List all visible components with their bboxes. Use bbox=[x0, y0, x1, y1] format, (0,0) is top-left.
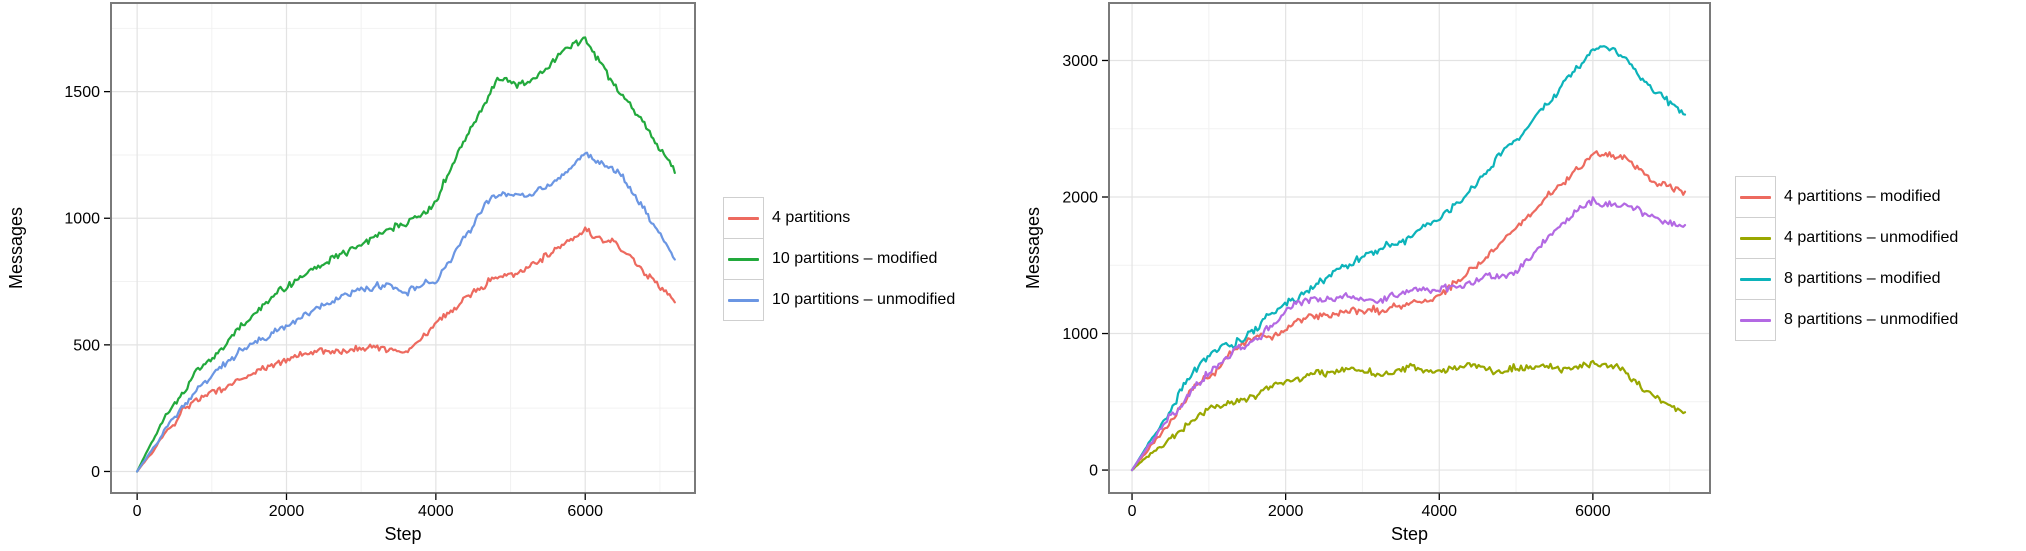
x-tick-label: 0 bbox=[1128, 503, 1137, 520]
tick-labels: 0 2000 4000 6000 0 1000 2000 3000 bbox=[1062, 53, 1610, 520]
y-axis-title: Messages bbox=[6, 207, 26, 289]
legend-entry: 8 partitions – unmodified bbox=[1735, 299, 1958, 341]
legend-key bbox=[723, 238, 764, 280]
legend-label: 10 partitions – modified bbox=[772, 250, 938, 267]
tick-marks bbox=[104, 90, 586, 500]
plot-panel bbox=[1109, 3, 1710, 493]
y-axis-title: Messages bbox=[1023, 207, 1043, 289]
legend-entry: 4 partitions bbox=[723, 197, 955, 239]
legend-key-line bbox=[728, 216, 759, 220]
x-tick-label: 2000 bbox=[1268, 503, 1304, 520]
series-lines bbox=[1130, 45, 1687, 472]
series-line-4-partitions bbox=[136, 226, 676, 473]
legend-label: 10 partitions – unmodified bbox=[772, 291, 956, 308]
legend-key bbox=[1735, 176, 1776, 218]
legend-entry: 10 partitions – unmodified bbox=[723, 279, 955, 321]
legend-key-line bbox=[728, 298, 759, 302]
x-tick-label: 4000 bbox=[418, 503, 454, 520]
legend-entry: 10 partitions – modified bbox=[723, 238, 955, 280]
panel-border bbox=[1108, 2, 1711, 494]
y-tick-label: 1000 bbox=[64, 211, 100, 228]
y-tick-label: 0 bbox=[1089, 463, 1098, 480]
series-lines bbox=[136, 36, 676, 473]
y-tick-label: 2000 bbox=[1062, 190, 1098, 207]
major-gridlines bbox=[1109, 3, 1710, 493]
legend-key-line bbox=[1740, 236, 1771, 240]
x-tick-label: 4000 bbox=[1421, 503, 1457, 520]
series-line-8-partitions-unmodified bbox=[1130, 196, 1687, 472]
legend-key-line bbox=[728, 257, 759, 261]
x-tick-label: 2000 bbox=[269, 503, 305, 520]
x-axis-title: Step bbox=[1391, 524, 1428, 544]
legend-label: 4 partitions bbox=[772, 209, 851, 226]
legend-label: 4 partitions – unmodified bbox=[1784, 229, 1959, 246]
y-tick-label: 0 bbox=[91, 464, 100, 481]
legend-key-line bbox=[1740, 318, 1771, 322]
legend-key bbox=[1735, 217, 1776, 259]
x-tick-label: 6000 bbox=[567, 503, 603, 520]
legend-key bbox=[1735, 258, 1776, 300]
legend-entry: 4 partitions – modified bbox=[1735, 176, 1958, 218]
panel-border bbox=[110, 2, 696, 494]
series-line-8-partitions-modified bbox=[1130, 45, 1687, 472]
legend-key-line bbox=[1740, 277, 1771, 281]
y-tick-label: 500 bbox=[73, 337, 100, 354]
legend-key bbox=[1735, 299, 1776, 341]
minor-gridlines bbox=[1109, 3, 1710, 493]
y-tick-label: 1000 bbox=[1062, 326, 1098, 343]
legend-label: 8 partitions – modified bbox=[1784, 270, 1941, 287]
plot-svg: 0 2000 4000 6000 0 500 1000 1500 Step Messages bbox=[6, 2, 696, 544]
plot-svg: 0 2000 4000 6000 0 1000 2000 3000 Step Messages bbox=[1023, 2, 1711, 544]
legend-key-line bbox=[1740, 195, 1771, 199]
major-gridlines bbox=[111, 3, 695, 493]
legend-entry: 8 partitions – modified bbox=[1735, 258, 1958, 300]
y-tick-label: 3000 bbox=[1062, 53, 1098, 70]
y-tick-label: 1500 bbox=[64, 84, 100, 101]
x-tick-label: 6000 bbox=[1575, 503, 1611, 520]
series-line-4-partitions-unmodified bbox=[1130, 359, 1687, 472]
tick-marks bbox=[1102, 59, 1594, 500]
series-line-10-partitions-modified bbox=[136, 36, 676, 473]
x-axis-title: Step bbox=[384, 524, 421, 544]
x-tick-label: 0 bbox=[133, 503, 142, 520]
minor-gridlines bbox=[111, 3, 695, 493]
chart-left: 0 2000 4000 6000 0 500 1000 1500 Step Messages … bbox=[6, 2, 955, 544]
legend: 4 partitions – modified 4 partitions – u… bbox=[1735, 176, 1958, 341]
legend-key bbox=[723, 279, 764, 321]
series-line-10-partitions-unmodified bbox=[136, 151, 676, 473]
plot-panel bbox=[111, 3, 695, 493]
tick-labels: 0 2000 4000 6000 0 500 1000 1500 bbox=[64, 84, 603, 520]
legend-key bbox=[723, 197, 764, 239]
chart-right: 0 2000 4000 6000 0 1000 2000 3000 Step Messages… bbox=[1013, 0, 2026, 551]
legend-label: 8 partitions – unmodified bbox=[1784, 311, 1959, 328]
legend: 4 partitions 10 partitions – modified 10… bbox=[723, 197, 955, 321]
legend-label: 4 partitions – modified bbox=[1784, 188, 1941, 205]
legend-entry: 4 partitions – unmodified bbox=[1735, 217, 1958, 259]
